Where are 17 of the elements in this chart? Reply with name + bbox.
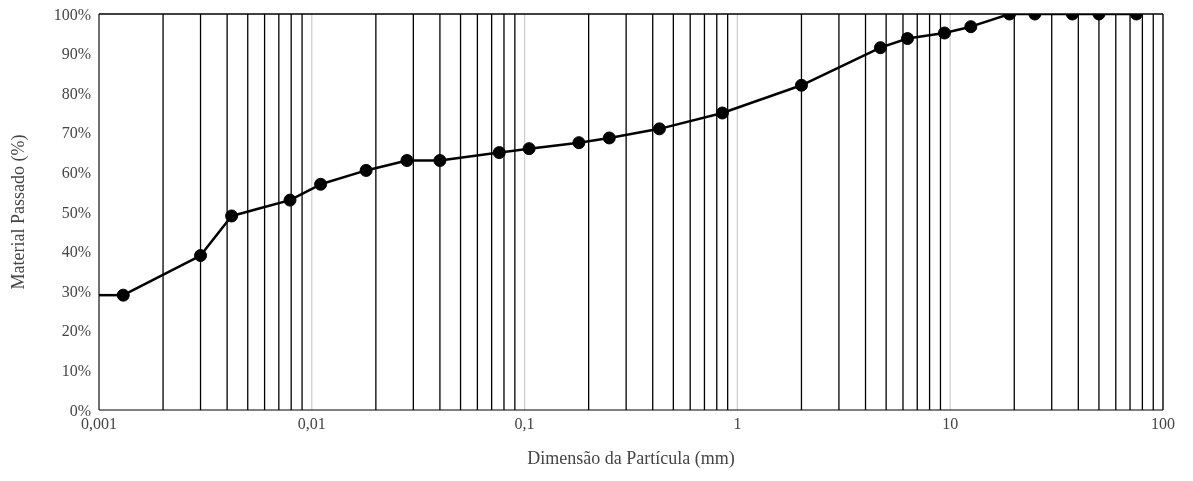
y-tick-label: 70% [61,124,91,142]
y-tick-label: 20% [61,322,91,340]
x-tick-label: 0,01 [297,415,326,433]
y-tick-label: 60% [61,164,91,182]
y-tick-label: 90% [61,45,91,63]
y-tick-label: 80% [61,84,91,102]
y-tick-label: 100% [53,5,91,23]
x-tick-label: 10 [942,415,959,433]
x-tick-label: 1 [733,415,742,433]
y-tick-label: 30% [61,282,91,300]
y-tick-label: 40% [61,243,91,261]
x-axis-title: Dimensão da Partícula (mm) [527,448,735,469]
x-tick-label: 100 [1151,415,1175,433]
y-tick-label: 10% [61,362,91,380]
y-tick-label: 50% [61,203,91,221]
y-axis-title: Material Passado (%) [8,134,30,290]
x-tick-label: 0,1 [514,415,535,433]
